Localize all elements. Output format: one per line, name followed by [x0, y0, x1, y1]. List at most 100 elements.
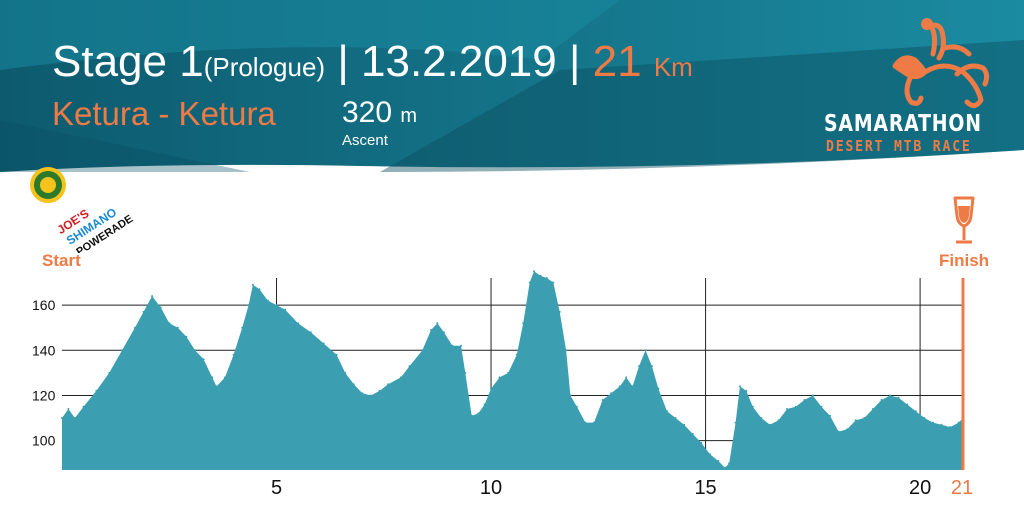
- elevation-point: [460, 344, 462, 347]
- elevation-point: [352, 383, 355, 386]
- elevation-point: [923, 417, 926, 419]
- elevation-point: [829, 414, 831, 417]
- elevation-point: [464, 371, 467, 374]
- elevation-point: [863, 417, 866, 419]
- x-tick-label: 20: [909, 477, 931, 499]
- elevation-point: [322, 342, 325, 345]
- elevation-point: [558, 310, 561, 313]
- y-tick-label: 120: [32, 387, 56, 403]
- elevation-point: [335, 353, 338, 356]
- elevation-point: [202, 358, 205, 361]
- elevation-point: [477, 412, 480, 415]
- elevation-point: [67, 408, 70, 410]
- elevation-point: [957, 421, 960, 424]
- elevation-point: [728, 462, 731, 465]
- elevation-point: [871, 408, 874, 410]
- elevation-point: [176, 326, 179, 329]
- elevation-point: [638, 365, 641, 368]
- elevation-point: [344, 371, 347, 374]
- elevation-point: [760, 417, 763, 419]
- ascent-number: 320: [342, 96, 393, 129]
- elevation-point: [644, 349, 647, 352]
- elevation-point: [361, 392, 364, 395]
- elevation-point: [108, 371, 111, 374]
- x-tick-label: 10: [480, 477, 502, 499]
- elevation-point: [133, 326, 136, 329]
- ascent-unit: m: [400, 105, 418, 127]
- elevation-point: [631, 385, 634, 388]
- elevation-point: [451, 344, 454, 347]
- elevation-point: [708, 453, 711, 456]
- elevation-point: [159, 306, 162, 309]
- elevation-point: [889, 394, 892, 397]
- elevation-point: [515, 353, 518, 356]
- elevation-chart: 100 120 140 160 5 10 15 20 21: [32, 270, 973, 499]
- separator: |: [568, 37, 581, 86]
- elevation-point: [211, 376, 214, 379]
- elevation-point: [369, 394, 372, 397]
- elevation-point: [906, 403, 909, 406]
- elevation-point: [940, 423, 943, 426]
- elevation-point: [498, 376, 501, 379]
- elevation-point: [421, 349, 424, 352]
- elevation-point: [266, 299, 269, 302]
- elevation-point: [185, 335, 188, 338]
- elevation-point: [378, 389, 381, 392]
- elevation-point: [683, 423, 686, 426]
- elevation-point: [914, 410, 917, 413]
- y-tick-label: 140: [32, 342, 56, 358]
- x-tick-label: 21: [951, 477, 973, 499]
- elevation-point: [734, 421, 737, 424]
- elevation-point: [717, 460, 720, 462]
- elevation-point: [897, 396, 900, 399]
- elevation-point: [142, 310, 145, 313]
- elevation-point: [436, 322, 439, 325]
- elevation-point: [601, 399, 604, 401]
- elevation-point: [768, 423, 771, 426]
- beer-glass-icon: [953, 196, 975, 244]
- elevation-point: [949, 426, 952, 429]
- elevation-point: [723, 466, 726, 469]
- x-axis-labels: 5 10 15 20 21: [271, 477, 973, 499]
- x-tick-label: 15: [694, 477, 716, 499]
- elevation-point: [777, 419, 780, 422]
- y-axis-labels: 100 120 140 160: [32, 297, 56, 449]
- stage-sub: (Prologue): [203, 52, 326, 82]
- elevation-point: [565, 349, 568, 352]
- elevation-point: [95, 389, 98, 392]
- elevation-point: [666, 410, 668, 413]
- elevation-point: [575, 405, 578, 408]
- ascent-label: Ascent: [342, 132, 388, 149]
- elevation-point: [224, 376, 226, 379]
- finish-label: Finish: [939, 251, 990, 270]
- elevation-point: [539, 274, 542, 277]
- elevation-point: [932, 421, 934, 424]
- stage-title: Stage 1(Prologue) | 13.2.2019 | 21 Km: [52, 36, 693, 93]
- route-name: Ketura - Ketura: [52, 95, 276, 132]
- distance-unit: Km: [653, 52, 693, 82]
- elevation-point: [430, 329, 432, 331]
- elevation-point: [399, 376, 402, 379]
- elevation-point: [650, 365, 653, 368]
- elevation-point: [297, 322, 299, 325]
- camel-rider-icon: [892, 18, 990, 108]
- elevation-point: [820, 405, 823, 408]
- elevation-point: [584, 421, 587, 424]
- elevation-point: [618, 385, 621, 388]
- elevation-point: [194, 349, 196, 352]
- ascent-value: 320 m: [342, 96, 417, 133]
- elevation-point: [625, 376, 628, 379]
- elevation-point: [846, 428, 849, 431]
- logo-tagline: DESERT MTB RACE: [826, 137, 972, 155]
- y-tick-label: 160: [32, 297, 56, 313]
- elevation-point: [528, 281, 531, 284]
- elevation-points: [61, 270, 964, 469]
- elevation-point: [251, 283, 254, 286]
- elevation-point: [232, 353, 235, 356]
- elevation-point: [247, 304, 250, 307]
- elevation-point: [657, 387, 660, 390]
- elevation-point: [533, 270, 535, 273]
- elevation-area: [62, 271, 963, 470]
- elevation-point: [215, 385, 218, 388]
- elevation-point: [284, 308, 287, 311]
